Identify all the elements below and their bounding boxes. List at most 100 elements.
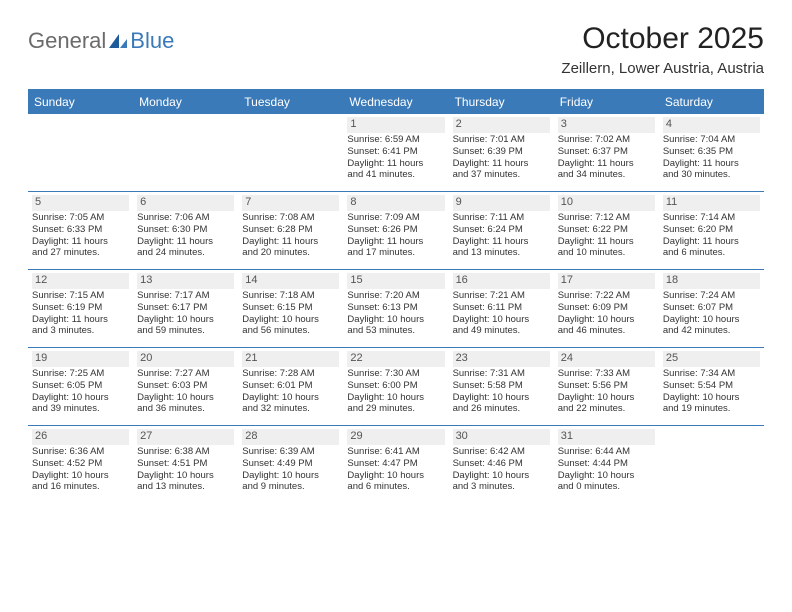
day-cell: 19Sunrise: 7:25 AMSunset: 6:05 PMDayligh… (28, 348, 133, 426)
sunrise-text: Sunrise: 7:01 AM (453, 134, 550, 146)
daylight-text: Daylight: 10 hours (137, 470, 234, 482)
sunrise-text: Sunrise: 7:15 AM (32, 290, 129, 302)
week-row: 5Sunrise: 7:05 AMSunset: 6:33 PMDaylight… (28, 192, 764, 270)
sunrise-text: Sunrise: 7:20 AM (347, 290, 444, 302)
daylight-text: Daylight: 10 hours (32, 392, 129, 404)
daylight-text: Daylight: 10 hours (558, 314, 655, 326)
day-cell: 11Sunrise: 7:14 AMSunset: 6:20 PMDayligh… (659, 192, 764, 270)
day-number: 30 (453, 429, 550, 445)
daylight-text: Daylight: 11 hours (558, 236, 655, 248)
daylight-text: and 46 minutes. (558, 325, 655, 337)
daylight-text: Daylight: 11 hours (242, 236, 339, 248)
day-header: Saturday (659, 90, 764, 114)
sunrise-text: Sunrise: 7:02 AM (558, 134, 655, 146)
day-cell: 21Sunrise: 7:28 AMSunset: 6:01 PMDayligh… (238, 348, 343, 426)
sunset-text: Sunset: 6:01 PM (242, 380, 339, 392)
sunrise-text: Sunrise: 7:05 AM (32, 212, 129, 224)
daylight-text: Daylight: 11 hours (453, 158, 550, 170)
daylight-text: and 53 minutes. (347, 325, 444, 337)
day-number: 7 (242, 195, 339, 211)
day-cell: 30Sunrise: 6:42 AMSunset: 4:46 PMDayligh… (449, 426, 554, 504)
sunrise-text: Sunrise: 7:25 AM (32, 368, 129, 380)
daylight-text: Daylight: 10 hours (347, 314, 444, 326)
day-cell: 8Sunrise: 7:09 AMSunset: 6:26 PMDaylight… (343, 192, 448, 270)
week-row: 1Sunrise: 6:59 AMSunset: 6:41 PMDaylight… (28, 114, 764, 192)
sunset-text: Sunset: 6:41 PM (347, 146, 444, 158)
sunrise-text: Sunrise: 7:34 AM (663, 368, 760, 380)
day-number: 3 (558, 117, 655, 133)
week-row: 12Sunrise: 7:15 AMSunset: 6:19 PMDayligh… (28, 270, 764, 348)
daylight-text: Daylight: 10 hours (453, 392, 550, 404)
daylight-text: and 41 minutes. (347, 169, 444, 181)
day-cell: 4Sunrise: 7:04 AMSunset: 6:35 PMDaylight… (659, 114, 764, 192)
day-number: 31 (558, 429, 655, 445)
daylight-text: Daylight: 10 hours (32, 470, 129, 482)
sunset-text: Sunset: 6:37 PM (558, 146, 655, 158)
sunset-text: Sunset: 5:54 PM (663, 380, 760, 392)
sunrise-text: Sunrise: 6:39 AM (242, 446, 339, 458)
day-cell: 3Sunrise: 7:02 AMSunset: 6:37 PMDaylight… (554, 114, 659, 192)
sunrise-text: Sunrise: 7:09 AM (347, 212, 444, 224)
daylight-text: and 59 minutes. (137, 325, 234, 337)
daylight-text: Daylight: 10 hours (558, 392, 655, 404)
day-cell: 22Sunrise: 7:30 AMSunset: 6:00 PMDayligh… (343, 348, 448, 426)
daylight-text: and 49 minutes. (453, 325, 550, 337)
daylight-text: and 39 minutes. (32, 403, 129, 415)
day-number: 16 (453, 273, 550, 289)
week-row: 26Sunrise: 6:36 AMSunset: 4:52 PMDayligh… (28, 426, 764, 504)
sunset-text: Sunset: 5:58 PM (453, 380, 550, 392)
sunrise-text: Sunrise: 7:27 AM (137, 368, 234, 380)
sunset-text: Sunset: 4:52 PM (32, 458, 129, 470)
daylight-text: Daylight: 11 hours (453, 236, 550, 248)
calendar-page: General Blue October 2025 Zeillern, Lowe… (0, 0, 792, 526)
sunset-text: Sunset: 6:05 PM (32, 380, 129, 392)
day-header: Wednesday (343, 90, 448, 114)
daylight-text: and 19 minutes. (663, 403, 760, 415)
day-header: Monday (133, 90, 238, 114)
daylight-text: and 24 minutes. (137, 247, 234, 259)
location-text: Zeillern, Lower Austria, Austria (561, 60, 764, 77)
day-number: 27 (137, 429, 234, 445)
day-number: 14 (242, 273, 339, 289)
sunrise-text: Sunrise: 7:11 AM (453, 212, 550, 224)
day-cell: 10Sunrise: 7:12 AMSunset: 6:22 PMDayligh… (554, 192, 659, 270)
day-cell (28, 114, 133, 192)
daylight-text: and 10 minutes. (558, 247, 655, 259)
day-header: Friday (554, 90, 659, 114)
sunset-text: Sunset: 6:22 PM (558, 224, 655, 236)
daylight-text: Daylight: 10 hours (242, 314, 339, 326)
sunset-text: Sunset: 6:03 PM (137, 380, 234, 392)
day-number: 13 (137, 273, 234, 289)
sunrise-text: Sunrise: 7:24 AM (663, 290, 760, 302)
day-number: 20 (137, 351, 234, 367)
daylight-text: Daylight: 10 hours (137, 392, 234, 404)
sunrise-text: Sunrise: 6:42 AM (453, 446, 550, 458)
sunset-text: Sunset: 6:09 PM (558, 302, 655, 314)
sunrise-text: Sunrise: 7:30 AM (347, 368, 444, 380)
daylight-text: Daylight: 11 hours (32, 236, 129, 248)
daylight-text: and 30 minutes. (663, 169, 760, 181)
day-header: Sunday (28, 90, 133, 114)
sunset-text: Sunset: 5:56 PM (558, 380, 655, 392)
week-row: 19Sunrise: 7:25 AMSunset: 6:05 PMDayligh… (28, 348, 764, 426)
day-number: 9 (453, 195, 550, 211)
daylight-text: Daylight: 11 hours (347, 236, 444, 248)
sunrise-text: Sunrise: 7:14 AM (663, 212, 760, 224)
title-block: October 2025 Zeillern, Lower Austria, Au… (561, 22, 764, 77)
daylight-text: and 34 minutes. (558, 169, 655, 181)
day-cell: 29Sunrise: 6:41 AMSunset: 4:47 PMDayligh… (343, 426, 448, 504)
sunset-text: Sunset: 6:39 PM (453, 146, 550, 158)
daylight-text: and 16 minutes. (32, 481, 129, 493)
day-cell (659, 426, 764, 504)
daylight-text: Daylight: 11 hours (347, 158, 444, 170)
sunset-text: Sunset: 6:13 PM (347, 302, 444, 314)
daylight-text: and 6 minutes. (663, 247, 760, 259)
day-cell: 26Sunrise: 6:36 AMSunset: 4:52 PMDayligh… (28, 426, 133, 504)
daylight-text: and 27 minutes. (32, 247, 129, 259)
day-number: 29 (347, 429, 444, 445)
day-cell: 20Sunrise: 7:27 AMSunset: 6:03 PMDayligh… (133, 348, 238, 426)
day-cell: 18Sunrise: 7:24 AMSunset: 6:07 PMDayligh… (659, 270, 764, 348)
daylight-text: and 56 minutes. (242, 325, 339, 337)
daylight-text: Daylight: 10 hours (242, 392, 339, 404)
day-number: 21 (242, 351, 339, 367)
